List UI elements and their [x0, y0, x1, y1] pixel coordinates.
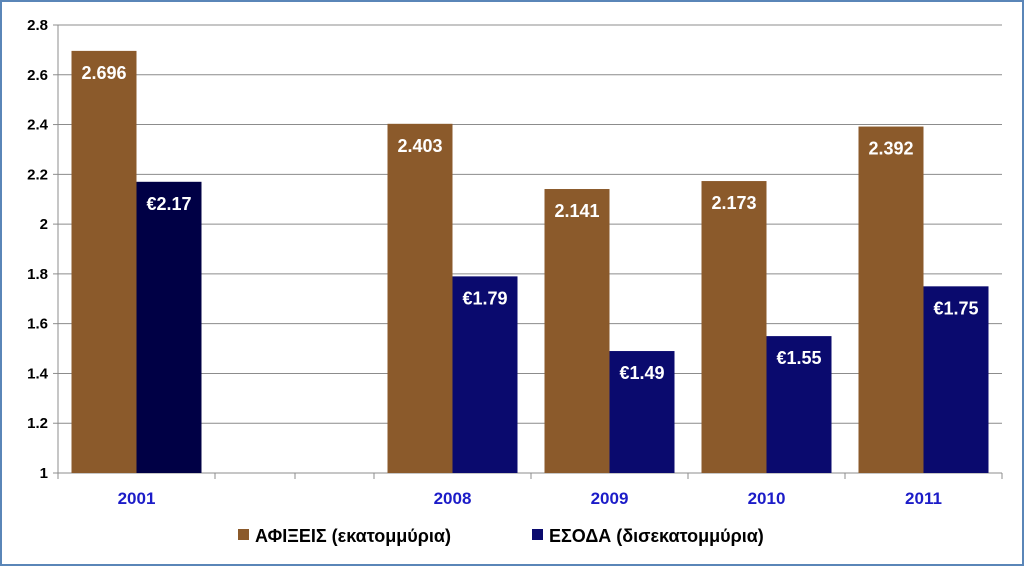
data-label: 2.392 — [868, 139, 913, 159]
data-label: €1.49 — [619, 363, 664, 383]
bar-arrivals — [544, 189, 610, 474]
y-tick-label: 2.4 — [27, 117, 49, 134]
y-tick-label: 1.6 — [27, 316, 48, 333]
bar-arrivals — [701, 181, 767, 473]
y-tick-label: 1.8 — [27, 266, 48, 283]
x-tick-label: 2011 — [905, 489, 942, 508]
bar-arrivals — [71, 50, 137, 473]
x-tick-label: 2009 — [591, 489, 629, 508]
plot-area — [58, 25, 1002, 473]
x-tick-label: 2010 — [748, 489, 786, 508]
x-tick-label: 2008 — [434, 489, 472, 508]
data-label: €1.55 — [776, 348, 821, 368]
bar-revenue — [452, 276, 518, 473]
data-label: 2.696 — [81, 63, 126, 83]
data-label: 2.173 — [711, 193, 756, 213]
data-label: 2.141 — [554, 201, 599, 221]
data-label: €2.17 — [146, 194, 191, 214]
bar-revenue — [766, 336, 832, 473]
data-label: €1.75 — [933, 298, 978, 318]
legend-label: ΕΣΟΔΑ (δισεκατομμύρια) — [549, 526, 764, 546]
bar-arrivals — [387, 123, 453, 473]
legend-swatch — [532, 529, 543, 540]
data-label: €1.79 — [462, 288, 507, 308]
bar-revenue — [136, 181, 202, 474]
y-tick-label: 2 — [40, 216, 48, 233]
y-tick-label: 2.6 — [27, 67, 48, 84]
y-tick-label: 1.4 — [27, 365, 49, 382]
y-tick-label: 1.2 — [27, 415, 48, 432]
bar-revenue — [609, 351, 675, 473]
bar-arrivals — [858, 126, 924, 474]
y-tick-label: 2.8 — [27, 17, 48, 34]
bar-revenue — [923, 286, 989, 473]
y-tick-label: 1 — [40, 465, 48, 482]
legend-swatch — [238, 529, 249, 540]
y-tick-label: 2.2 — [27, 166, 48, 183]
legend-label: ΑΦΙΞΕΙΣ (εκατομμύρια) — [255, 526, 451, 546]
data-label: 2.403 — [397, 136, 442, 156]
x-tick-label: 2001 — [118, 489, 156, 508]
